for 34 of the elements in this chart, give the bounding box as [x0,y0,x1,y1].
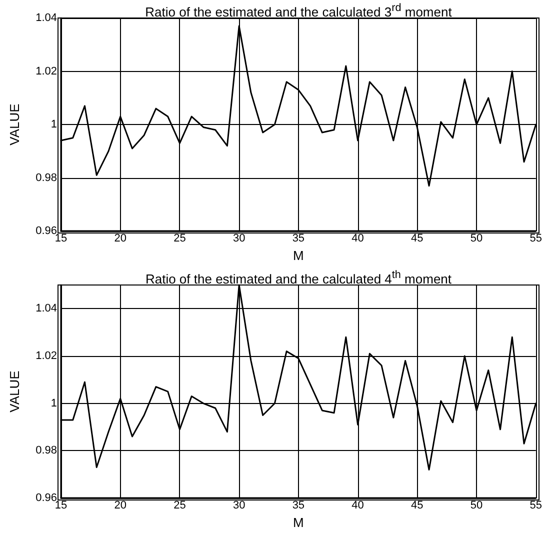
y-tick-label: 0.98 [36,444,57,457]
y-axis-title: VALUE [7,370,22,412]
y-tick-label: 1.02 [36,65,57,78]
x-tick-label: 35 [292,500,305,512]
x-tick-label: 30 [232,500,246,512]
y-tick-label: 1.04 [36,302,57,315]
x-tick-label: 45 [411,232,424,245]
x-tick-label: 20 [114,232,126,245]
x-tick-label: 40 [352,500,364,512]
x-tick-label: 50 [470,500,483,512]
x-tick-label: 40 [352,232,364,245]
x-tick-label: 45 [411,500,424,512]
x-tick-label: 25 [174,232,186,245]
x-tick-label: 20 [114,500,126,512]
y-tick-label: 1 [50,397,57,410]
x-tick-label: 50 [470,232,483,245]
y-axis-title: VALUE [7,103,22,146]
x-tick-label: 15 [54,500,68,512]
y-tick-label: 0.98 [36,172,57,184]
x-tick-label: 55 [530,500,542,512]
chart-title: Ratio of the estimated and the calculated 4$^{th}$ moment [144,268,453,286]
x-tick-label: 35 [292,232,305,245]
x-axis-title: M [293,515,304,530]
y-tick-label: 1 [50,118,57,131]
y-tick-label: 1.02 [36,350,57,362]
y-tick-label: 0.96 [36,225,57,238]
x-tick-label: 25 [174,500,186,512]
x-tick-label: 15 [54,232,68,245]
x-axis-title: M [293,248,304,263]
y-tick-label: 1.04 [36,12,57,24]
x-tick-label: 55 [530,232,542,245]
x-tick-label: 30 [232,232,246,245]
chart-title: Ratio of the estimated and the calculated 3$^{rd}$ moment [144,1,453,20]
y-tick-label: 0.96 [36,492,57,504]
